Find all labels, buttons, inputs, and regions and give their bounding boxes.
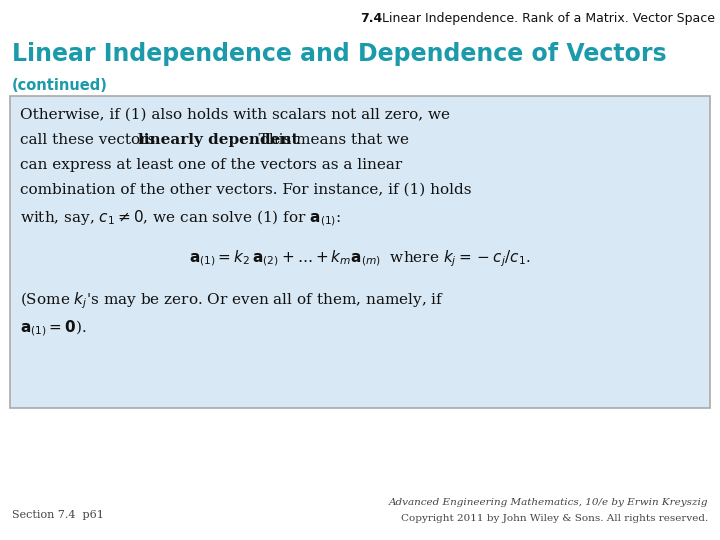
- Text: can express at least one of the vectors as a linear: can express at least one of the vectors …: [20, 158, 402, 172]
- Text: Advanced Engineering Mathematics, 10/e by Erwin Kreyszig: Advanced Engineering Mathematics, 10/e b…: [389, 498, 708, 507]
- Text: Section 7.4  p61: Section 7.4 p61: [12, 510, 104, 520]
- Text: Linear Independence. Rank of a Matrix. Vector Space: Linear Independence. Rank of a Matrix. V…: [378, 12, 715, 25]
- Text: (continued): (continued): [12, 78, 108, 93]
- Text: . This means that we: . This means that we: [249, 133, 410, 147]
- Text: 7.4: 7.4: [360, 12, 382, 25]
- Text: Linear Independence and Dependence of Vectors: Linear Independence and Dependence of Ve…: [12, 42, 667, 66]
- Text: $\mathbf{a}_{(1)} = \mathbf{0}$).: $\mathbf{a}_{(1)} = \mathbf{0}$).: [20, 318, 86, 338]
- Text: $\mathbf{a}_{(1)} = k_2\,\mathbf{a}_{(2)} + \ldots + k_m\mathbf{a}_{(m)}$  where: $\mathbf{a}_{(1)} = k_2\,\mathbf{a}_{(2)…: [189, 248, 531, 268]
- Text: Copyright 2011 by John Wiley & Sons. All rights reserved.: Copyright 2011 by John Wiley & Sons. All…: [401, 514, 708, 523]
- Text: with, say, $c_1 \neq 0$, we can solve (1) for $\mathbf{a}_{(1)}$:: with, say, $c_1 \neq 0$, we can solve (1…: [20, 208, 341, 227]
- Text: (Some $k_j$'s may be zero. Or even all of them, namely, if: (Some $k_j$'s may be zero. Or even all o…: [20, 290, 444, 310]
- Text: call these vectors: call these vectors: [20, 133, 160, 147]
- Text: Otherwise, if (1) also holds with scalars not all zero, we: Otherwise, if (1) also holds with scalar…: [20, 108, 450, 122]
- FancyBboxPatch shape: [10, 96, 710, 408]
- Text: linearly dependent: linearly dependent: [138, 133, 298, 147]
- Text: combination of the other vectors. For instance, if (1) holds: combination of the other vectors. For in…: [20, 183, 472, 197]
